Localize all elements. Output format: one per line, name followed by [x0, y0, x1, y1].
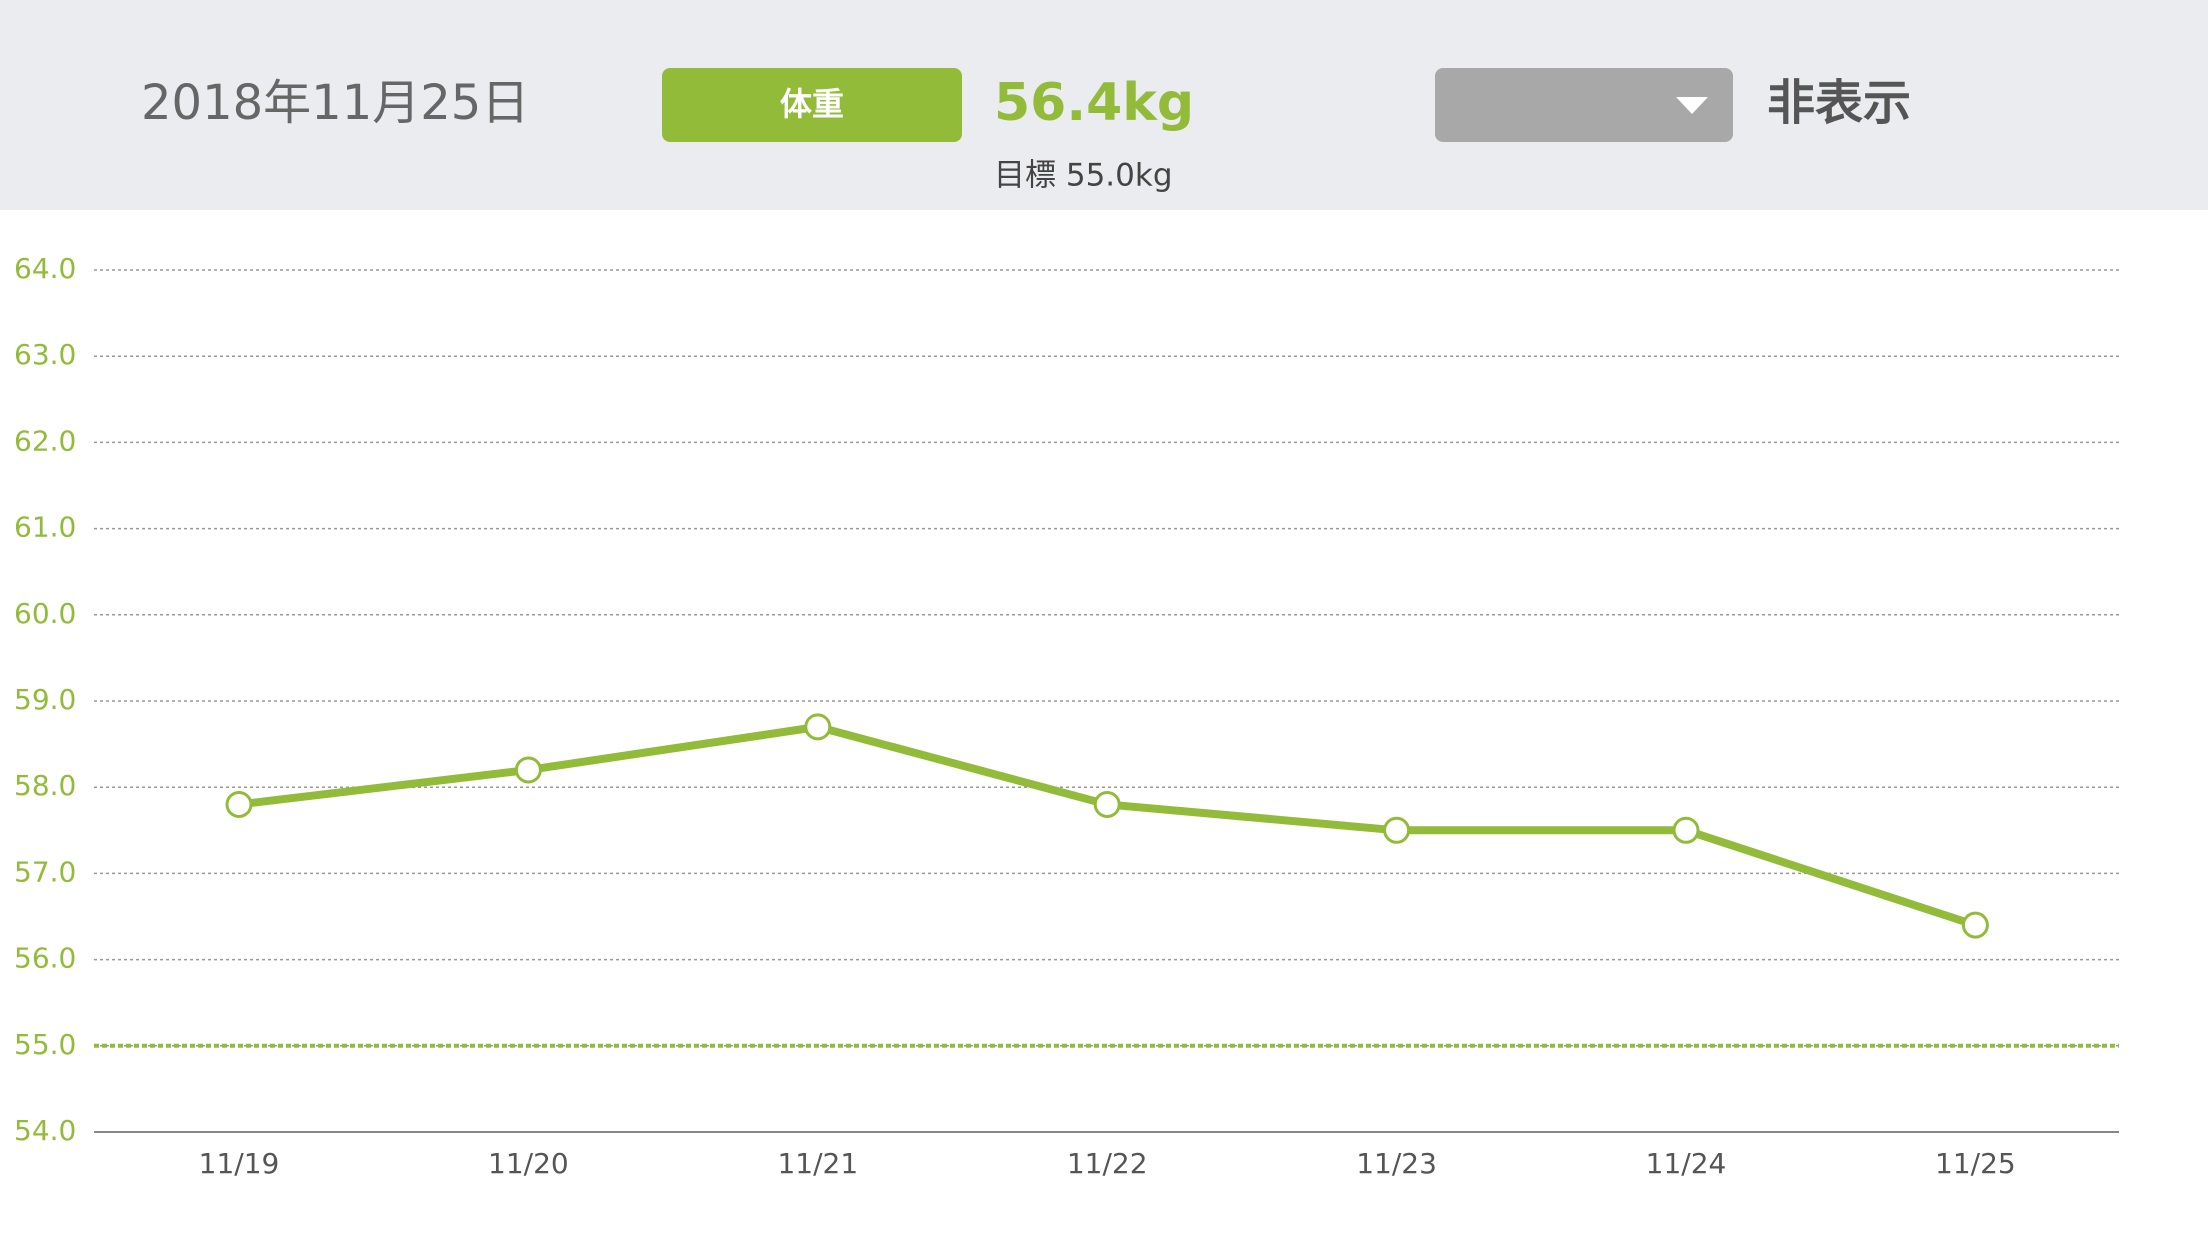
y-tick-label: 54.0: [14, 1114, 76, 1147]
x-tick-label: 11/23: [1356, 1147, 1437, 1180]
x-tick-label: 11/20: [488, 1147, 569, 1180]
date: 2018年11月25日: [141, 75, 529, 131]
x-tick-label: 11/21: [777, 1147, 858, 1180]
y-tick-label: 60.0: [14, 597, 76, 630]
point: [1672, 816, 1700, 844]
x-tick-label: 11/22: [1067, 1147, 1148, 1180]
y-tick-label: 55.0: [14, 1028, 76, 1061]
point: [225, 790, 253, 818]
chart: 54.0 55.0 56.0 57.0 58.0 59.0 60.0 61.0 62.0 63.0…: [14, 252, 2119, 1180]
point: [514, 756, 542, 784]
toggle-label[interactable]: 非表示: [1767, 75, 1911, 131]
y-tick-label: 62.0: [14, 424, 76, 457]
x-tick-label: 11/25: [1935, 1147, 2016, 1180]
y-tick-label: 57.0: [14, 855, 76, 888]
dropdown-arrow[interactable]: [1676, 97, 1708, 114]
line: [238, 722, 1977, 929]
y-tick-label: 56.0: [14, 942, 76, 975]
y-tick-label: 59.0: [14, 683, 76, 716]
target-value: 目標 55.0kg: [994, 158, 1173, 194]
point: [1961, 911, 1989, 939]
y-tick-label: 61.0: [14, 511, 76, 544]
y-tick-label: 58.0: [14, 769, 76, 802]
point: [804, 713, 832, 741]
y-tick-label: 63.0: [14, 338, 76, 371]
tab-button[interactable]: [662, 68, 962, 142]
current-value: 56.4kg: [994, 73, 1194, 133]
x-tick-label: 11/19: [199, 1147, 280, 1180]
header-bar: [0, 0, 2208, 210]
point: [1383, 816, 1411, 844]
x-tick-label: 11/24: [1646, 1147, 1727, 1180]
y-tick-label: 64.0: [14, 252, 76, 285]
point: [1093, 790, 1121, 818]
dropdown[interactable]: [1435, 68, 1733, 142]
tab-label[interactable]: 体重: [780, 85, 844, 123]
